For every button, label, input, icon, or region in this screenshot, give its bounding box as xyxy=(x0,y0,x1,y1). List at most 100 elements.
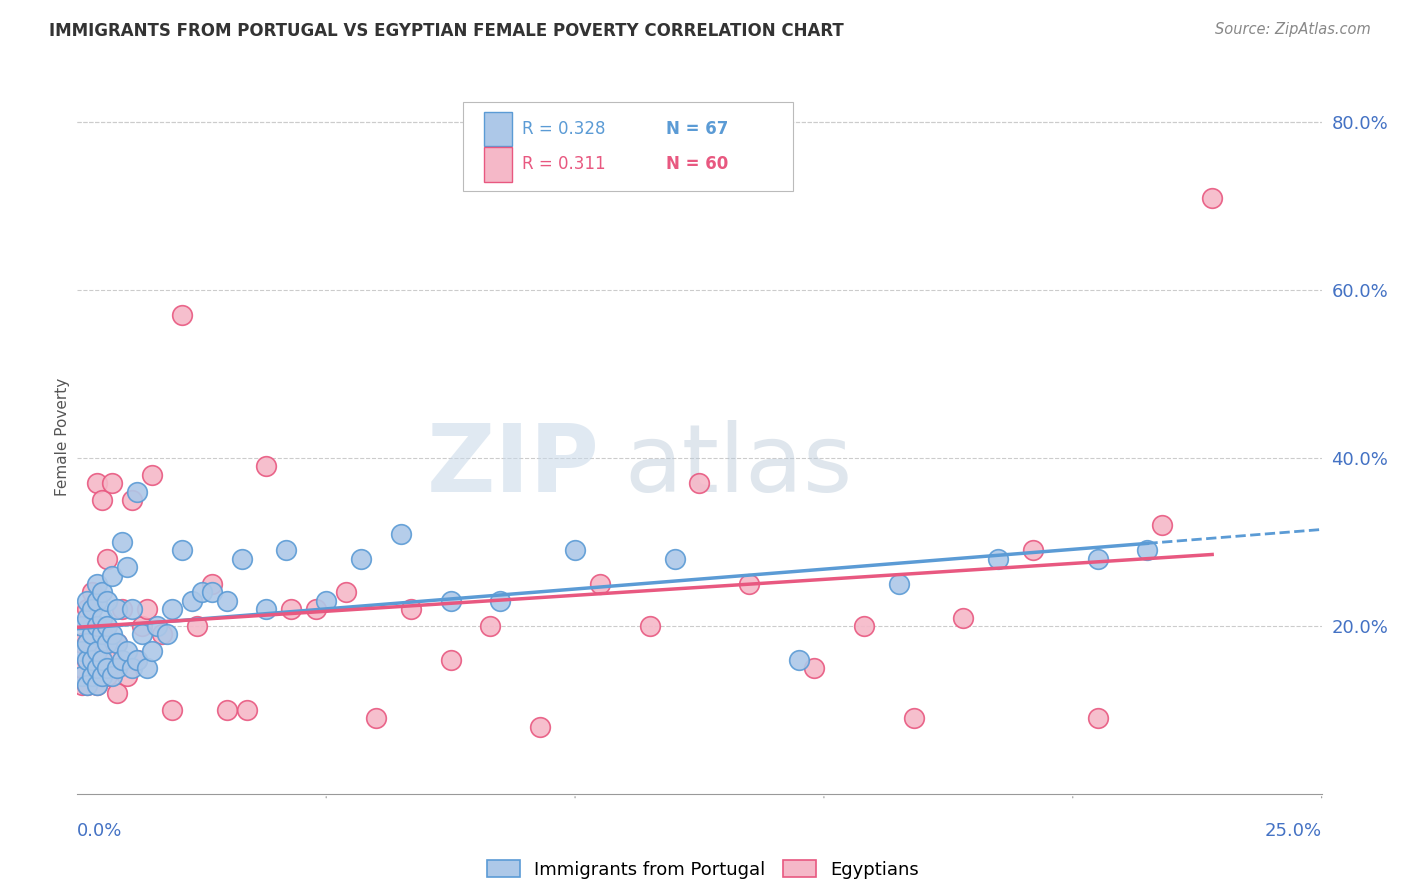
Point xyxy=(101,476,124,491)
Point xyxy=(111,602,134,616)
Legend: Immigrants from Portugal, Egyptians: Immigrants from Portugal, Egyptians xyxy=(486,860,920,879)
Point xyxy=(160,602,183,616)
Point xyxy=(86,644,108,658)
Text: 0.0%: 0.0% xyxy=(77,822,122,840)
Point xyxy=(91,652,114,666)
Point xyxy=(101,669,124,683)
Point xyxy=(146,619,169,633)
Point xyxy=(887,577,910,591)
Y-axis label: Female Poverty: Female Poverty xyxy=(55,378,70,496)
Point xyxy=(91,669,114,683)
Point xyxy=(121,661,143,675)
Point xyxy=(86,619,108,633)
Point xyxy=(150,627,173,641)
Point xyxy=(86,678,108,692)
Point xyxy=(1201,191,1223,205)
Point xyxy=(440,652,463,666)
Point xyxy=(86,619,108,633)
Text: ZIP: ZIP xyxy=(427,419,600,512)
Point xyxy=(350,551,373,566)
Point xyxy=(305,602,328,616)
Point xyxy=(121,602,143,616)
Point xyxy=(136,602,159,616)
Point xyxy=(82,669,104,683)
Point xyxy=(529,720,551,734)
Point xyxy=(82,669,104,683)
Point xyxy=(91,585,114,599)
Point xyxy=(215,594,238,608)
Point xyxy=(399,602,422,616)
Point xyxy=(201,577,224,591)
Point xyxy=(101,652,124,666)
Point xyxy=(86,661,108,675)
Point xyxy=(1022,543,1045,558)
Text: R = 0.311: R = 0.311 xyxy=(522,155,605,173)
Point xyxy=(115,560,138,574)
Point xyxy=(987,551,1010,566)
Point xyxy=(96,661,118,675)
Point xyxy=(1087,551,1109,566)
Point xyxy=(101,568,124,582)
Point xyxy=(125,484,148,499)
Point xyxy=(76,610,98,624)
Point xyxy=(96,594,118,608)
Point xyxy=(76,652,98,666)
Point xyxy=(191,585,214,599)
Point xyxy=(76,636,98,650)
Point xyxy=(86,644,108,658)
Point xyxy=(335,585,357,599)
Point xyxy=(96,551,118,566)
Text: IMMIGRANTS FROM PORTUGAL VS EGYPTIAN FEMALE POVERTY CORRELATION CHART: IMMIGRANTS FROM PORTUGAL VS EGYPTIAN FEM… xyxy=(49,22,844,40)
Text: R = 0.328: R = 0.328 xyxy=(522,120,605,137)
Point xyxy=(131,619,153,633)
Point xyxy=(952,610,974,624)
Point xyxy=(364,711,387,725)
Point xyxy=(489,594,512,608)
Point xyxy=(111,652,134,666)
Text: N = 60: N = 60 xyxy=(666,155,728,173)
Point xyxy=(564,543,586,558)
Point xyxy=(86,678,108,692)
Point xyxy=(186,619,208,633)
Point xyxy=(72,619,94,633)
Point xyxy=(125,652,148,666)
Point xyxy=(664,551,686,566)
Point xyxy=(389,526,412,541)
Point xyxy=(96,669,118,683)
Point xyxy=(82,652,104,666)
Point xyxy=(96,636,118,650)
Point xyxy=(72,678,94,692)
Point xyxy=(72,661,94,675)
Point xyxy=(787,652,810,666)
Point xyxy=(105,636,128,650)
Point xyxy=(91,669,114,683)
Point xyxy=(256,459,278,474)
Point xyxy=(280,602,302,616)
Point xyxy=(1087,711,1109,725)
Point xyxy=(82,619,104,633)
Point xyxy=(96,619,118,633)
Point xyxy=(156,627,179,641)
Point xyxy=(82,644,104,658)
Point xyxy=(115,644,138,658)
Text: atlas: atlas xyxy=(624,419,853,512)
Point xyxy=(76,602,98,616)
Point xyxy=(440,594,463,608)
Point xyxy=(72,644,94,658)
Point xyxy=(1136,543,1159,558)
Point xyxy=(121,493,143,508)
Point xyxy=(803,661,825,675)
Point xyxy=(86,577,108,591)
Point xyxy=(91,627,114,641)
Point xyxy=(141,644,163,658)
Point xyxy=(91,627,114,641)
Point xyxy=(231,551,253,566)
Point xyxy=(72,669,94,683)
Point xyxy=(689,476,711,491)
Point xyxy=(638,619,661,633)
Point xyxy=(82,627,104,641)
Point xyxy=(101,627,124,641)
Point xyxy=(82,602,104,616)
Point xyxy=(852,619,875,633)
Point xyxy=(589,577,612,591)
